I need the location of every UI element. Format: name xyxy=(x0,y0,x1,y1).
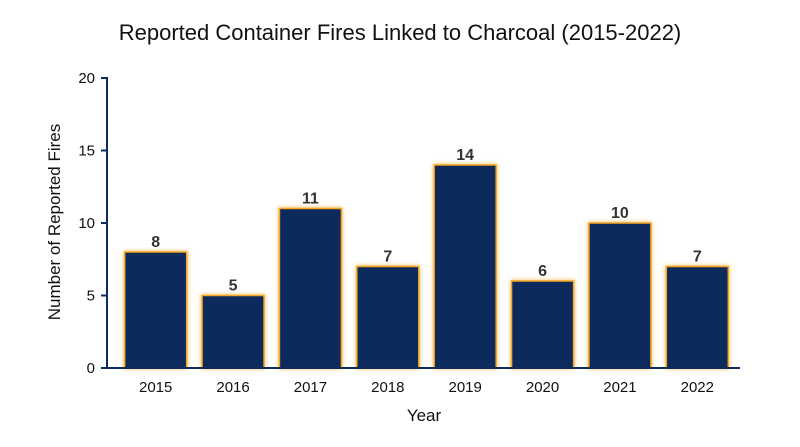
x-tick-2020: 2020 xyxy=(526,379,559,396)
y-tick-labels: 0 5 10 15 20 xyxy=(78,70,107,377)
bar-2022 xyxy=(665,265,730,369)
bars-group xyxy=(123,164,730,369)
y-tick-20: 20 xyxy=(78,70,95,87)
data-label-2022: 7 xyxy=(693,249,702,266)
x-tick-2021: 2021 xyxy=(603,379,636,396)
x-tick-2018: 2018 xyxy=(371,379,404,396)
data-label-2015: 8 xyxy=(151,234,160,251)
bar-2016 xyxy=(201,294,265,369)
data-label-2021: 10 xyxy=(611,205,629,222)
x-tick-2019: 2019 xyxy=(449,379,482,396)
bar-2021 xyxy=(588,222,652,369)
x-tick-2016: 2016 xyxy=(216,379,249,396)
data-label-2020: 6 xyxy=(538,263,547,280)
y-tick-15: 15 xyxy=(78,143,95,160)
data-labels-group: 8 5 11 7 14 6 10 7 xyxy=(151,147,702,295)
chart-title: Reported Container Fires Linked to Charc… xyxy=(119,20,682,45)
x-tick-labels: 2015 2016 2017 2018 2019 2020 2021 2022 xyxy=(139,379,714,396)
x-tick-2017: 2017 xyxy=(294,379,327,396)
bar-2019 xyxy=(433,164,497,369)
data-label-2016: 5 xyxy=(229,278,238,295)
y-tick-0: 0 xyxy=(87,360,95,377)
y-tick-5: 5 xyxy=(87,288,95,305)
data-label-2017: 11 xyxy=(302,191,319,208)
y-axis-label: Number of Reported Fires xyxy=(45,124,64,321)
bar-2015 xyxy=(123,251,188,369)
bar-2020 xyxy=(510,280,575,369)
x-tick-2015: 2015 xyxy=(139,379,172,396)
y-tick-10: 10 xyxy=(78,215,95,232)
x-axis-label: Year xyxy=(407,406,442,425)
x-tick-2022: 2022 xyxy=(681,379,714,396)
data-label-2018: 7 xyxy=(383,249,392,266)
data-label-2019: 14 xyxy=(456,147,474,164)
bar-2018 xyxy=(356,265,420,369)
bar-2017 xyxy=(278,207,343,369)
